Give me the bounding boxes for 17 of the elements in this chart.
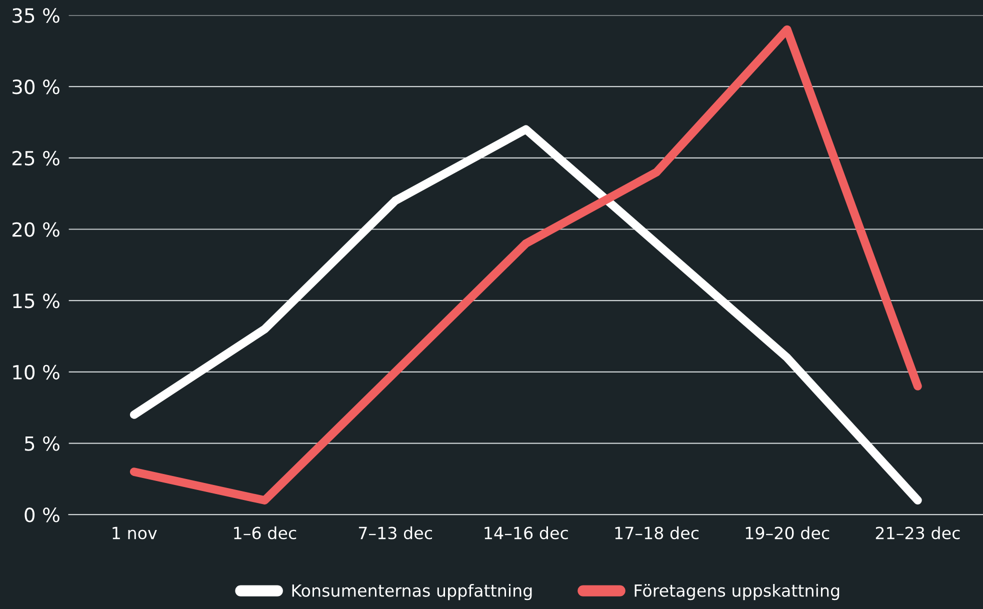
y-tick-label: 20 % bbox=[12, 222, 60, 237]
x-tick-label: 17–18 dec bbox=[615, 526, 698, 540]
x-tick-label: 21–23 dec bbox=[876, 526, 960, 540]
y-tick-label: 30 % bbox=[12, 80, 60, 94]
y-tick-label: 35 % bbox=[12, 8, 60, 23]
x-tick-label: 19–20 dec bbox=[746, 526, 830, 540]
legend-label: Företagens uppskattning bbox=[634, 584, 840, 600]
x-tick-label: 1 nov bbox=[112, 526, 157, 540]
x-tick-label: 1–6 dec bbox=[234, 526, 296, 540]
y-tick-label: 25 % bbox=[12, 150, 60, 166]
y-tick-label: 0 % bbox=[24, 508, 60, 522]
y-tick-label: 15 % bbox=[13, 294, 60, 308]
x-tick-label: 7–13 dec bbox=[358, 526, 432, 540]
legend-label: Konsumenternas uppfattning bbox=[292, 584, 532, 600]
y-tick-label: 10 % bbox=[13, 364, 60, 380]
y-tick-label: 5 % bbox=[24, 436, 60, 451]
x-tick-label: 14–16 dec bbox=[484, 526, 568, 540]
